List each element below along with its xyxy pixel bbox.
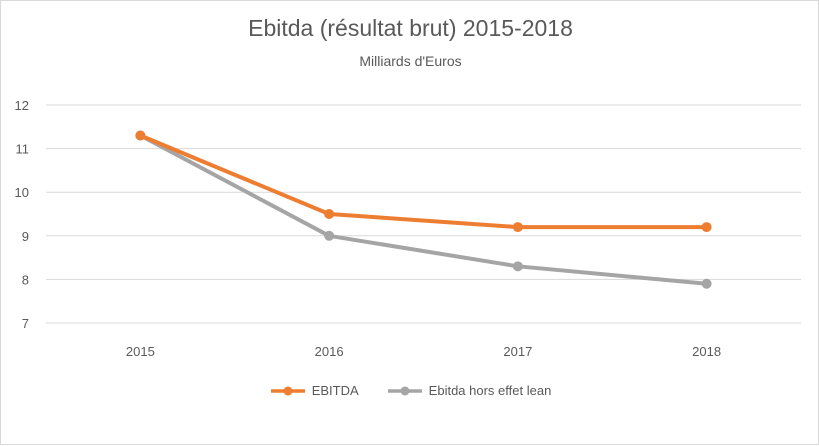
legend-label-ebitda: EBITDA xyxy=(311,383,359,398)
y-tick-label-10: 10 xyxy=(15,185,29,200)
legend-swatch-ebitda xyxy=(270,386,305,395)
data-point-ebitda-2018 xyxy=(701,222,712,233)
x-tick-label-2016: 2016 xyxy=(315,344,344,359)
chart-subtitle: Milliards d'Euros xyxy=(359,53,462,69)
legend: EBITDA Ebitda hors effet lean xyxy=(1,383,819,398)
legend-item-ebitda-hors-effet-lean: Ebitda hors effet lean xyxy=(387,383,552,398)
x-axis-ticks: 2015 2016 2017 2018 xyxy=(126,344,721,359)
legend-item-ebitda: EBITDA xyxy=(270,383,359,398)
x-tick-label-2017: 2017 xyxy=(503,344,532,359)
data-point-ebitda-2016 xyxy=(324,209,335,219)
x-tick-label-2015: 2015 xyxy=(126,344,155,359)
data-point-ebitda-hors-effet-lean-2016 xyxy=(324,230,335,241)
y-tick-label-9: 9 xyxy=(22,229,29,244)
series-line-ebitda xyxy=(138,133,709,230)
data-point-ebitda-hors-effet-lean-2018 xyxy=(701,278,712,289)
y-axis-ticks: 7 8 9 10 11 12 xyxy=(15,98,29,331)
x-tick-label-2018: 2018 xyxy=(692,344,721,359)
y-tick-label-8: 8 xyxy=(22,272,29,287)
legend-swatch-ebitda-hors-effet-lean xyxy=(387,386,422,395)
chart-title: Ebitda (résultat brut) 2015-2018 xyxy=(248,15,573,41)
data-point-ebitda-hors-effet-lean-2017 xyxy=(512,261,523,272)
data-point-ebitda-2015 xyxy=(135,130,146,141)
series-layer xyxy=(135,130,712,289)
gridlines xyxy=(46,104,801,324)
y-tick-label-11: 11 xyxy=(16,142,30,157)
series-line-ebitda-hors-effet-lean xyxy=(138,133,709,286)
legend-label-ebitda-hors-effet-lean: Ebitda hors effet lean xyxy=(428,383,552,398)
y-tick-label-7: 7 xyxy=(22,316,29,331)
data-point-ebitda-2017 xyxy=(512,222,523,233)
y-tick-label-12: 12 xyxy=(15,98,29,113)
